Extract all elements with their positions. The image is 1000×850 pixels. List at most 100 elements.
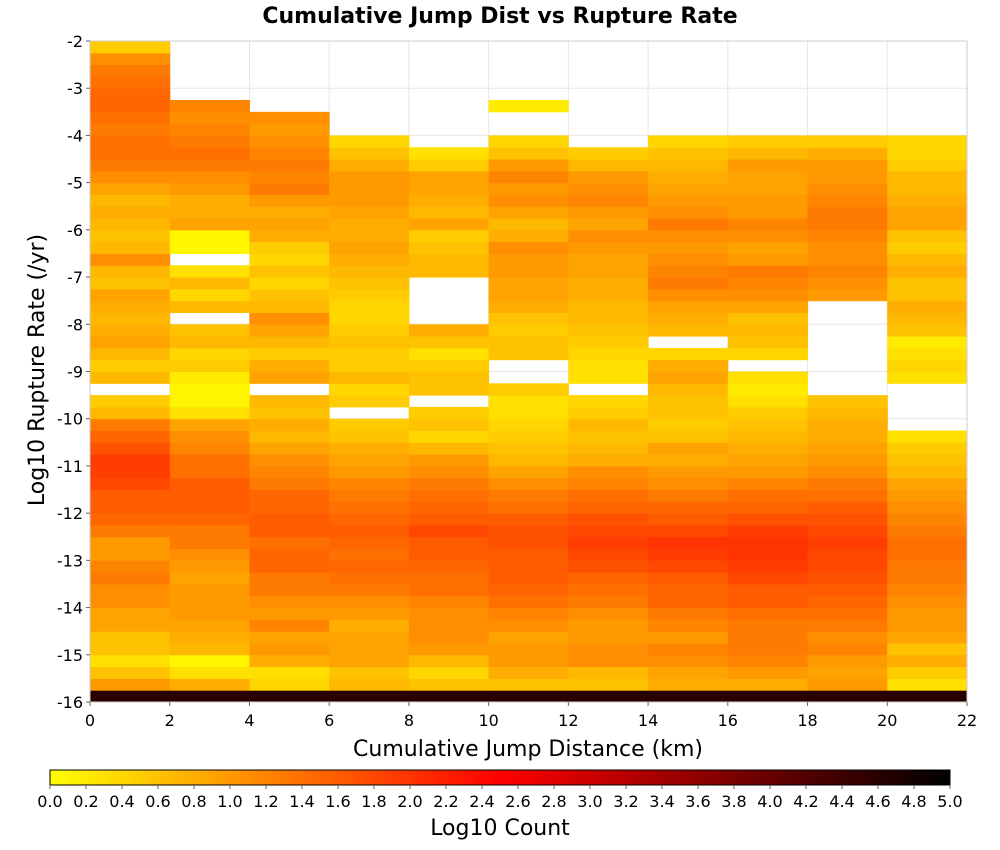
heatmap-cell — [887, 253, 968, 266]
heatmap-cell — [249, 477, 330, 491]
colorbar-tick-label: 1.4 — [289, 792, 314, 811]
x-tick-label: 20 — [877, 711, 897, 730]
heatmap-cell — [727, 347, 809, 361]
heatmap-cell — [568, 300, 649, 313]
heatmap-cell — [408, 572, 490, 585]
heatmap-cell — [807, 536, 888, 550]
heatmap-cell — [408, 324, 490, 337]
heatmap-cell — [249, 489, 330, 502]
heatmap-cell — [488, 631, 569, 644]
heatmap-cell — [488, 666, 569, 679]
colorbar-tick-label: 3.8 — [721, 792, 746, 811]
heatmap-cell — [727, 690, 809, 703]
heatmap-cell — [727, 524, 809, 538]
heatmap-cell — [488, 383, 569, 396]
x-tick-label: 2 — [165, 711, 175, 730]
heatmap-cell — [329, 371, 410, 384]
heatmap-cell — [568, 560, 649, 573]
heatmap-cell — [727, 265, 809, 278]
heatmap-cell — [249, 619, 330, 632]
heatmap-cell — [408, 477, 490, 491]
heatmap-cell — [727, 288, 809, 302]
heatmap-cell — [169, 654, 250, 668]
heatmap-cell — [249, 678, 330, 691]
heatmap-cell — [568, 607, 649, 620]
heatmap-cell — [90, 76, 171, 89]
heatmap-cell — [648, 277, 729, 290]
heatmap-cell — [408, 654, 490, 668]
heatmap-cell — [887, 583, 968, 597]
heatmap-cell — [568, 312, 649, 325]
heatmap-cell — [329, 524, 410, 538]
heatmap-cell — [90, 170, 171, 184]
heatmap-cell — [887, 324, 968, 337]
heatmap-cell — [169, 100, 250, 113]
heatmap-cell — [408, 430, 490, 443]
heatmap-cell — [648, 524, 729, 538]
heatmap-cell — [807, 159, 888, 172]
heatmap-cell — [90, 631, 171, 644]
x-tick-label: 18 — [797, 711, 817, 730]
heatmap-cell — [90, 642, 171, 656]
heatmap-cell — [648, 619, 729, 632]
heatmap-cell — [807, 454, 888, 467]
heatmap-cell — [568, 489, 649, 502]
heatmap-cell — [887, 654, 968, 668]
heatmap-cell — [887, 607, 968, 620]
heatmap-cell — [249, 465, 330, 479]
heatmap-cell — [90, 312, 171, 325]
heatmap-cell — [329, 418, 410, 432]
heatmap-cell — [90, 690, 171, 703]
heatmap-cell — [169, 406, 250, 420]
heatmap-cell — [408, 241, 490, 254]
heatmap-cell — [329, 253, 410, 266]
heatmap-cell — [329, 288, 410, 302]
heatmap-cell — [329, 300, 410, 313]
heatmap-cell — [648, 465, 729, 479]
heatmap-cell — [90, 359, 171, 372]
heatmap-cell — [807, 430, 888, 443]
colorbar-tick-label: 0.6 — [145, 792, 170, 811]
heatmap-cell — [568, 206, 649, 219]
colorbar-tick-label: 3.0 — [577, 792, 602, 811]
heatmap-cell — [727, 642, 809, 656]
heatmap-cell — [408, 206, 490, 219]
heatmap-cell — [727, 631, 809, 644]
heatmap-cell — [648, 194, 729, 207]
heatmap-cell — [807, 595, 888, 609]
heatmap-cell — [90, 560, 171, 573]
heatmap-cell — [408, 383, 490, 396]
heatmap-cell — [887, 465, 968, 479]
heatmap-cell — [169, 595, 250, 609]
heatmap-cell — [807, 418, 888, 432]
heatmap-cell — [807, 465, 888, 479]
heatmap-cell — [887, 277, 968, 290]
heatmap-cell — [727, 489, 809, 502]
heatmap-cell — [169, 170, 250, 184]
heatmap-cell — [648, 206, 729, 219]
heatmap-cell — [249, 265, 330, 278]
heatmap-cell — [727, 371, 809, 384]
heatmap-cell — [408, 513, 490, 526]
heatmap-cell — [408, 501, 490, 514]
heatmap-cell — [249, 607, 330, 620]
y-tick-label: -6 — [67, 221, 83, 240]
heatmap-cell — [408, 678, 490, 691]
heatmap-cell — [568, 477, 649, 491]
heatmap-cell — [408, 371, 490, 384]
heatmap-cell — [568, 182, 649, 195]
heatmap-cell — [488, 241, 569, 254]
heatmap-cell — [887, 218, 968, 231]
heatmap-cell — [727, 477, 809, 491]
heatmap-cell — [249, 253, 330, 266]
heatmap-cell — [488, 607, 569, 620]
colorbar-tick-label: 1.8 — [361, 792, 386, 811]
heatmap-cell — [648, 347, 729, 361]
heatmap-cell — [648, 253, 729, 266]
heatmap-cell — [169, 560, 250, 573]
heatmap-cell — [249, 442, 330, 455]
heatmap-cell — [329, 619, 410, 632]
heatmap-cell — [488, 690, 569, 703]
heatmap-cell — [807, 206, 888, 219]
